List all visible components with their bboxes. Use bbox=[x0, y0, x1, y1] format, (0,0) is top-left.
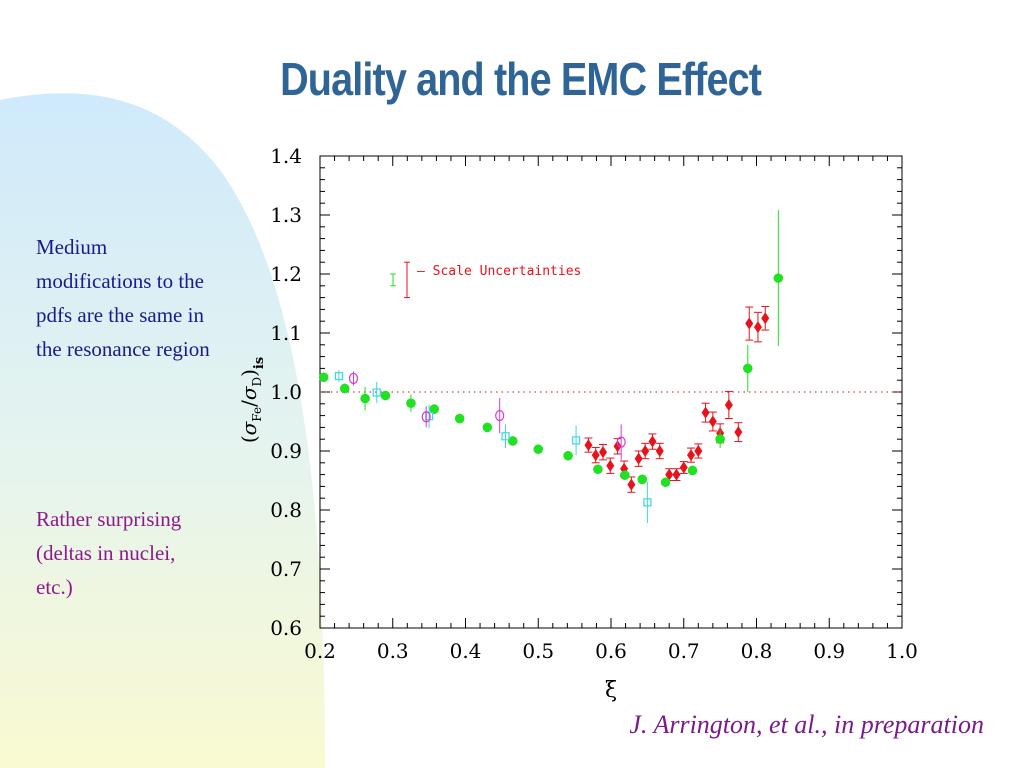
data-point bbox=[724, 398, 733, 411]
data-point bbox=[318, 372, 329, 383]
legend-scale-uncertainties: – Scale Uncertainties bbox=[417, 264, 581, 279]
data-point bbox=[627, 478, 636, 491]
data-point bbox=[616, 436, 626, 448]
citation: J. Arrington, et al., in preparation bbox=[629, 710, 984, 739]
data-point bbox=[687, 449, 696, 462]
y-axis-label: (σFe/σD)is bbox=[237, 357, 267, 443]
data-point bbox=[687, 465, 698, 476]
data-point bbox=[745, 317, 754, 330]
data-point bbox=[334, 371, 344, 381]
data-point bbox=[708, 415, 717, 428]
legend-error-bars bbox=[390, 261, 410, 299]
data-point bbox=[701, 406, 710, 419]
data-point bbox=[761, 312, 770, 325]
data-series bbox=[318, 210, 784, 523]
data-point bbox=[753, 321, 762, 334]
x-tick-label: 0.9 bbox=[813, 639, 845, 663]
data-point bbox=[563, 450, 573, 461]
data-point bbox=[482, 422, 493, 433]
data-point bbox=[372, 388, 381, 397]
data-point bbox=[715, 434, 725, 445]
data-point bbox=[606, 459, 615, 472]
data-point bbox=[672, 468, 681, 481]
x-tick-label: 1.0 bbox=[886, 639, 918, 663]
y-tick-label: 1.1 bbox=[270, 321, 302, 345]
data-point bbox=[598, 446, 607, 459]
legend: – Scale Uncertainties bbox=[390, 261, 581, 299]
data-point bbox=[734, 426, 743, 439]
data-point bbox=[742, 363, 753, 374]
data-point bbox=[501, 432, 510, 441]
data-point bbox=[593, 464, 603, 475]
data-point bbox=[694, 445, 703, 457]
y-tick-label: 0.6 bbox=[270, 616, 302, 640]
x-tick-label: 0.5 bbox=[522, 639, 554, 663]
data-point bbox=[360, 393, 370, 404]
data-point bbox=[679, 461, 688, 474]
series-circle_open bbox=[348, 371, 626, 460]
y-tick-label: 0.7 bbox=[270, 557, 302, 581]
y-tick-label: 1.0 bbox=[270, 380, 302, 404]
x-tick-label: 0.7 bbox=[668, 639, 700, 663]
data-point bbox=[637, 474, 648, 485]
data-point bbox=[380, 390, 391, 401]
slide-title: Duality and the EMC Effect bbox=[280, 53, 762, 105]
data-point bbox=[507, 436, 518, 446]
data-point bbox=[454, 413, 465, 424]
data-point bbox=[613, 440, 622, 453]
axis-ticks bbox=[319, 155, 903, 629]
data-point bbox=[773, 273, 784, 283]
data-point bbox=[533, 444, 544, 455]
data-point bbox=[348, 372, 359, 385]
y-tick-label: 1.2 bbox=[270, 262, 302, 286]
note-medium-modifications: Medium modifications to the pdfs are the… bbox=[36, 235, 210, 361]
plot-frame bbox=[319, 155, 903, 629]
data-point bbox=[643, 498, 652, 507]
data-point bbox=[421, 411, 431, 423]
x-tick-label: 0.8 bbox=[741, 639, 773, 663]
data-point bbox=[495, 410, 505, 422]
data-point bbox=[665, 468, 674, 481]
x-tick-label: 0.3 bbox=[377, 639, 409, 663]
data-point bbox=[429, 404, 440, 414]
y-tick-labels: 0.6 0.7 0.8 0.9 1.0 1.1 1.2 1.3 1.4 bbox=[270, 144, 302, 640]
data-point bbox=[620, 470, 630, 480]
data-point bbox=[641, 445, 650, 457]
x-tick-label: 0.2 bbox=[304, 639, 336, 663]
x-axis-label: ξ bbox=[605, 678, 617, 703]
data-point bbox=[655, 445, 664, 457]
y-tick-label: 1.4 bbox=[270, 144, 302, 168]
x-tick-labels: 0.2 0.3 0.4 0.5 0.6 0.7 0.8 0.9 1.0 bbox=[304, 639, 918, 663]
data-point bbox=[591, 449, 600, 462]
data-point bbox=[584, 439, 593, 452]
x-tick-label: 0.6 bbox=[595, 639, 627, 663]
x-tick-label: 0.4 bbox=[450, 639, 482, 663]
data-point bbox=[634, 452, 643, 465]
series-circle bbox=[318, 210, 784, 488]
y-tick-label: 0.8 bbox=[270, 498, 302, 522]
y-tick-label: 0.9 bbox=[270, 439, 302, 463]
data-point bbox=[660, 477, 671, 488]
note-rather-surprising: Rather surprising (deltas in nuclei, etc… bbox=[36, 507, 182, 599]
y-tick-label: 1.3 bbox=[270, 203, 302, 227]
data-point bbox=[648, 435, 657, 448]
data-point bbox=[571, 436, 581, 445]
data-point bbox=[339, 383, 350, 394]
data-point bbox=[406, 398, 416, 409]
series-diamond bbox=[584, 305, 770, 493]
